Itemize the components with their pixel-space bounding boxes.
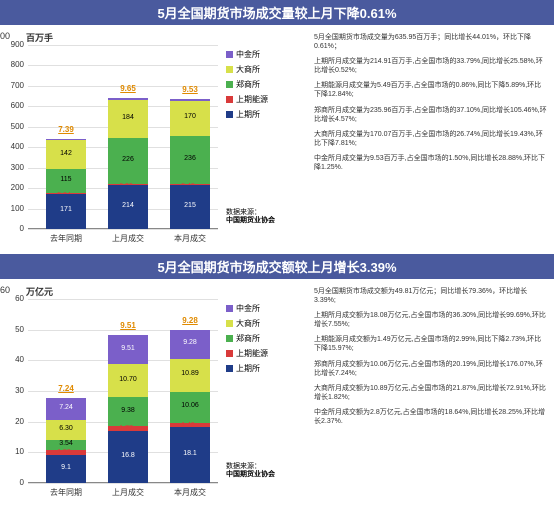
panel-turnover: 5月全国期货市场成交额较上月增长3.39% 60 万亿元 01020304050… xyxy=(0,254,554,507)
bar-seg-cffex: 9.51 xyxy=(108,335,148,364)
plot-area: 1421155.841717.391842266.302149.65170236… xyxy=(28,45,218,229)
summary-line: 中金所月成交额为2.8万亿元,占全国市场的18.64%,同比增长28.25%,环… xyxy=(314,408,548,426)
bar-seg-shfe: 9.1 xyxy=(46,455,86,483)
x-category: 本月成交 xyxy=(164,233,216,244)
bar-seg-dce: 184 xyxy=(108,100,148,138)
bar-seg-shfe: 215 xyxy=(170,185,210,229)
x-category: 上月成交 xyxy=(102,233,154,244)
summary-line: 上期所月成交量为214.91百万手,占全国市场的33.79%,同比增长25.58… xyxy=(314,57,548,75)
chart-turnover: 60 万亿元 0102030405060 7.246.303.541.539.1… xyxy=(0,279,310,510)
summary-line: 5月全国期货市场成交量为635.95百万手；同比增长44.01%，环比下降0.6… xyxy=(314,33,548,51)
legend-item-cffex: 中金所 xyxy=(226,303,268,314)
legend-item-shfe: 上期所 xyxy=(226,109,268,120)
x-category: 去年同期 xyxy=(40,487,92,498)
data-source: 数据来源： 中国期货业协会 xyxy=(226,209,275,226)
bar-seg-dce: 10.89 xyxy=(170,359,210,392)
panel-volume: 5月全国期货市场成交量较上月下降0.61% 00 百万手 01002003004… xyxy=(0,0,554,254)
bar-seg-shfe: 18.1 xyxy=(170,427,210,483)
summary-text: 5月全国期货市场成交额为49.81万亿元；同比增长79.36%，环比增长3.39… xyxy=(310,279,554,510)
x-category: 去年同期 xyxy=(40,233,92,244)
bar-seg-zce: 9.38 xyxy=(108,397,148,426)
legend-item-ine: 上期能源 xyxy=(226,94,268,105)
panel-volume-title: 5月全国期货市场成交量较上月下降0.61% xyxy=(0,0,554,25)
legend-item-zce: 郑商所 xyxy=(226,79,268,90)
y-unit: 万亿元 xyxy=(26,285,53,298)
bar-seg-shfe: 171 xyxy=(46,194,86,229)
summary-line: 大商所月成交额为10.89万亿元,占全国市场的21.87%,同比增长72.91%… xyxy=(314,384,548,402)
summary-line: 上期所月成交额为18.08万亿元,占全国市场的36.30%,同比增长99.69%… xyxy=(314,311,548,329)
bar-seg-dce: 170 xyxy=(170,101,210,136)
summary-line: 5月全国期货市场成交额为49.81万亿元；同比增长79.36%，环比增长3.39… xyxy=(314,287,548,305)
y-unit: 百万手 xyxy=(26,31,53,44)
bar-seg-zce: 236 xyxy=(170,136,210,184)
legend-item-dce: 大商所 xyxy=(226,318,268,329)
summary-line: 郑商所月成交量为235.96百万手,占全国市场的37.10%,同比增长105.4… xyxy=(314,106,548,124)
bar-seg-zce: 115 xyxy=(46,169,86,193)
bar-seg-shfe: 214 xyxy=(108,185,148,229)
summary-line: 郑商所月成交额为10.06万亿元,占全国市场的20.19%,同比增长176.07… xyxy=(314,360,548,378)
summary-line: 上期能源月成交量为5.49百万手,占全国市场的0.86%,同比下降5.89%,环… xyxy=(314,81,548,99)
bar-seg-zce: 10.06 xyxy=(170,392,210,423)
chart-volume: 00 百万手 0100200300400500600700800900 1421… xyxy=(0,25,310,257)
bar-seg-dce: 142 xyxy=(46,140,86,169)
summary-line: 中金所月成交量为9.53百万手,占全国市场的1.50%,同比增长28.88%,环… xyxy=(314,154,548,172)
legend: 中金所大商所郑商所上期能源上期所 xyxy=(226,49,268,124)
summary-line: 上期能源月成交额为1.49万亿元,占全国市场的2.99%,同比下降2.73%,环… xyxy=(314,335,548,353)
legend: 中金所大商所郑商所上期能源上期所 xyxy=(226,303,268,378)
legend-item-zce: 郑商所 xyxy=(226,333,268,344)
summary-text: 5月全国期货市场成交量为635.95百万手；同比增长44.01%，环比下降0.6… xyxy=(310,25,554,257)
bar-seg-cffex: 7.24 xyxy=(46,398,86,420)
data-source: 数据来源： 中国期货业协会 xyxy=(226,463,275,480)
bar-seg-dce: 10.70 xyxy=(108,364,148,397)
bar-seg-cffex: 9.28 xyxy=(170,330,210,358)
bar-seg-dce: 6.30 xyxy=(46,420,86,439)
bar-seg-shfe: 16.8 xyxy=(108,431,148,483)
panel-turnover-title: 5月全国期货市场成交额较上月增长3.39% xyxy=(0,254,554,279)
legend-item-dce: 大商所 xyxy=(226,64,268,75)
x-category: 本月成交 xyxy=(164,487,216,498)
legend-item-shfe: 上期所 xyxy=(226,363,268,374)
bar-seg-zce: 226 xyxy=(108,138,148,184)
legend-item-cffex: 中金所 xyxy=(226,49,268,60)
summary-line: 大商所月成交量为170.07百万手,占全国市场的26.74%,同比增长19.43… xyxy=(314,130,548,148)
x-category: 上月成交 xyxy=(102,487,154,498)
legend-item-ine: 上期能源 xyxy=(226,348,268,359)
plot-area: 7.246.303.541.539.17.249.5110.709.381.77… xyxy=(28,299,218,483)
